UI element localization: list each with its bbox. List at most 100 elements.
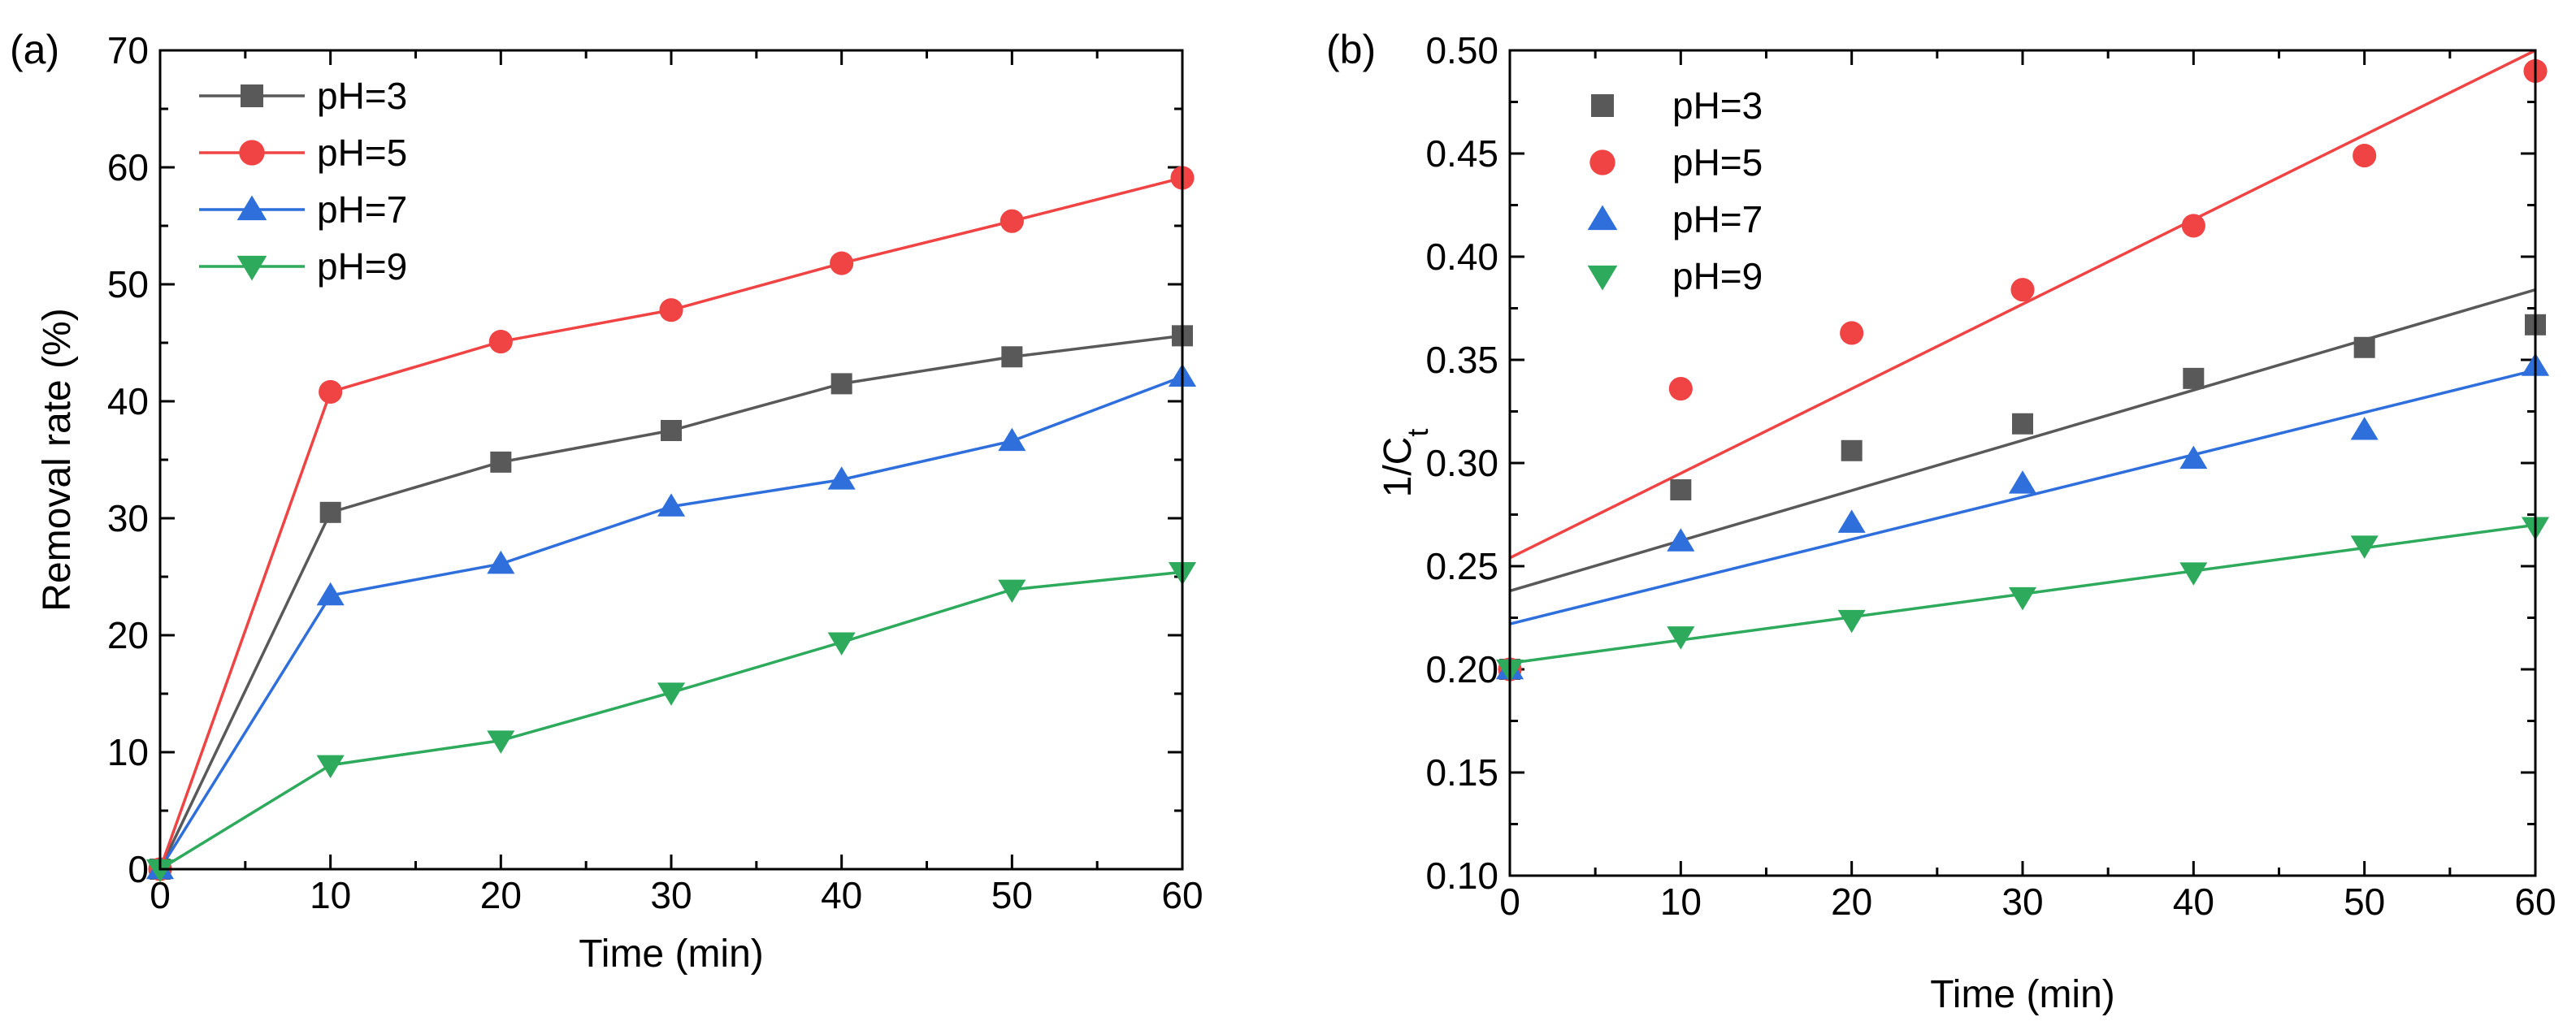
panel-a-point-ph-5 — [319, 379, 343, 405]
panel-a-point-ph-9 — [827, 632, 856, 656]
panel-b-x-tick-label: 20 — [1831, 881, 1872, 923]
panel-b-point-ph-3 — [1841, 439, 1863, 461]
panel-b-point-ph-7 — [2350, 417, 2379, 440]
panel-b-point-ph-9 — [2350, 535, 2379, 559]
panel-b-label: (b) — [1326, 27, 1376, 72]
panel-b-legend-label-ph-7: pH=7 — [1672, 198, 1763, 240]
panel-b-x-tick-label: 40 — [2173, 881, 2214, 923]
panel-a-x-tick-label: 20 — [480, 874, 522, 916]
panel-b-y-tick-label: 0.25 — [1425, 545, 1498, 587]
panel-b-ticks: 0 10 20 30 40 50 60 0.10 0.15 0.20 0.25 0.30 0.35 0.4… — [1425, 29, 2556, 923]
panel-b-y-tick-label: 0.15 — [1425, 751, 1498, 794]
panel-b-y-tick-label: 0.45 — [1425, 132, 1498, 175]
panel-a-plot-frame — [158, 49, 1184, 871]
panel-b-legend-label-ph-9: pH=9 — [1672, 255, 1763, 297]
panel-a-point-ph-3 — [1001, 346, 1023, 368]
panel-b-legend-marker-ph-9 — [1587, 265, 1618, 291]
panel-a-legend-label-ph-5: pH=5 — [317, 132, 407, 174]
panel-b-x-axis-title: Time (min) — [1930, 973, 2115, 1016]
panel-a-point-ph-9 — [316, 755, 345, 779]
panel-a-legend-marker-ph-9 — [236, 255, 267, 281]
panel-b-legend-label-ph-3: pH=3 — [1672, 84, 1763, 127]
panel-a-y-tick-label: 40 — [107, 380, 149, 422]
panel-a-legend-marker-ph-7 — [236, 195, 267, 221]
panel-a-legend-label-ph-7: pH=7 — [317, 188, 407, 231]
panel-b-legend-label-ph-5: pH=5 — [1672, 141, 1763, 184]
panel-b-y-tick-label: 0.20 — [1425, 648, 1498, 690]
panel-a-legend-marker-ph-3 — [241, 84, 263, 107]
panel-b-x-tick-label: 60 — [2514, 881, 2556, 923]
panel-b-y-tick-label: 0.40 — [1425, 236, 1498, 278]
panel-a-x-tick-label: 30 — [650, 874, 692, 916]
panel-a-point-ph-7 — [316, 582, 345, 606]
panel-b-point-ph-3 — [2012, 413, 2033, 435]
panel-b-point-ph-5 — [2353, 143, 2377, 168]
panel-b-legend-marker-ph-5 — [1589, 149, 1615, 175]
panel-b-y-tick-label: 0.30 — [1425, 442, 1498, 484]
panel-a-point-ph-7 — [657, 493, 686, 517]
panel-b-point-ph-7 — [1837, 509, 1866, 533]
panel-a-x-tick-label: 40 — [821, 874, 862, 916]
panel-a-y-tick-label: 70 — [107, 29, 149, 71]
panel-b-x-tick-label: 30 — [2001, 881, 2043, 923]
panel-a-y-tick-label: 60 — [107, 146, 149, 188]
chart-panel-b: (b) 0 10 20 30 40 50 60 0.10 0.15 0.20 0.25 0.30 0.3… — [1326, 27, 2556, 1016]
panel-a-point-ph-7 — [827, 466, 856, 490]
panel-a-point-ph-5 — [830, 251, 854, 275]
panel-b-y-axis-title-main: 1/C — [1377, 437, 1420, 498]
panel-a-x-tick-label: 10 — [310, 874, 351, 916]
panel-a-point-ph-5 — [659, 298, 683, 322]
panel-b-point-ph-9 — [1667, 626, 1695, 650]
panel-b-point-ph-3 — [2353, 336, 2375, 358]
panel-a-legend: pH=3 pH=5 pH=7 pH=9 — [199, 75, 407, 288]
panel-a-point-ph-9 — [145, 859, 175, 883]
panel-a-label: (a) — [10, 27, 59, 72]
panel-b-y-tick-label: 0.10 — [1425, 855, 1498, 897]
panel-a-point-ph-3 — [319, 501, 341, 523]
panel-b-legend-marker-ph-3 — [1591, 94, 1614, 117]
panel-b-point-ph-9 — [2008, 586, 2037, 611]
panel-b-point-ph-5 — [1668, 377, 1693, 401]
panel-a-point-ph-7 — [998, 427, 1026, 452]
panel-a-x-axis-title: Time (min) — [579, 933, 764, 976]
panel-a-legend-marker-ph-5 — [239, 140, 265, 166]
panel-b-point-ph-7 — [2008, 470, 2037, 494]
panel-b-point-ph-5 — [1840, 321, 1864, 345]
panel-b-x-tick-label: 50 — [2344, 881, 2385, 923]
panel-b-y-axis-title-subscript: t — [1401, 429, 1434, 437]
panel-b-point-ph-5 — [2010, 278, 2035, 302]
panel-a-point-ph-9 — [487, 730, 515, 754]
panel-b-x-tick-label: 0 — [1499, 881, 1520, 923]
panel-a-y-tick-label: 30 — [107, 497, 149, 539]
panel-b-fit-line-ph-5 — [1510, 50, 2535, 560]
panel-b-y-tick-label: 0.35 — [1425, 339, 1498, 381]
panel-b-point-ph-7 — [2179, 445, 2208, 470]
panel-b-point-ph-9 — [2179, 562, 2208, 586]
panel-b-point-ph-3 — [1670, 479, 1692, 501]
panel-b-y-axis-title: 1/Ct — [1377, 429, 1434, 498]
panel-b-fit-line-ph-7 — [1510, 369, 2535, 625]
panel-a-x-tick-label: 60 — [1161, 874, 1203, 916]
panel-a-point-ph-3 — [661, 420, 682, 441]
panel-a-point-ph-9 — [998, 579, 1026, 604]
panel-a-x-tick-label: 50 — [991, 874, 1033, 916]
panel-b-point-ph-3 — [2183, 367, 2205, 389]
panel-a-y-tick-label: 50 — [107, 263, 149, 305]
panel-b-point-ph-5 — [2181, 214, 2205, 238]
panel-a-point-ph-5 — [488, 330, 513, 354]
panel-a-point-ph-7 — [487, 550, 515, 574]
panel-b-legend: pH=3 pH=5 pH=7 pH=9 — [1587, 84, 1763, 297]
panel-b-y-tick-label: 0.50 — [1425, 29, 1498, 71]
panel-a-y-tick-label: 10 — [107, 731, 149, 773]
panel-a-y-axis-title: Removal rate (%) — [36, 308, 79, 611]
panel-b-point-ph-7 — [1667, 528, 1695, 552]
panel-a-point-ph-5 — [1000, 209, 1024, 233]
panel-b-x-tick-label: 10 — [1660, 881, 1702, 923]
panel-a-point-ph-3 — [830, 373, 852, 395]
panel-b-point-ph-9 — [1837, 609, 1866, 634]
panel-a-point-ph-9 — [657, 682, 686, 706]
panel-a-legend-label-ph-9: pH=9 — [317, 245, 407, 288]
panel-b-plot-frame — [1508, 49, 2537, 877]
